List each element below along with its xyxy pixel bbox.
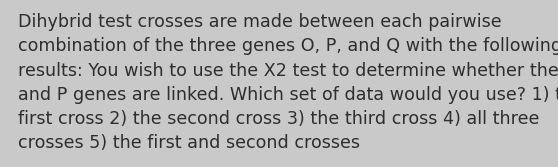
Text: Dihybrid test crosses are made between each pairwise
combination of the three ge: Dihybrid test crosses are made between e… bbox=[18, 13, 558, 152]
